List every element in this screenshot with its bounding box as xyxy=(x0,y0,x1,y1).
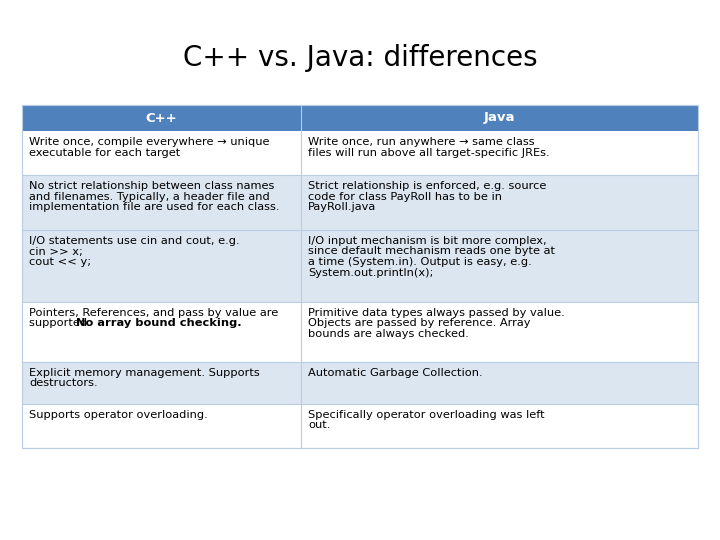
Text: bounds are always checked.: bounds are always checked. xyxy=(308,329,469,339)
Bar xyxy=(301,302,698,362)
Bar xyxy=(22,105,698,448)
Text: Objects are passed by reference. Array: Objects are passed by reference. Array xyxy=(308,319,531,328)
Bar xyxy=(22,302,301,362)
Text: Strict relationship is enforced, e.g. source: Strict relationship is enforced, e.g. so… xyxy=(308,181,546,191)
Text: Specifically operator overloading was left: Specifically operator overloading was le… xyxy=(308,410,545,420)
Bar xyxy=(22,175,301,230)
Text: a time (System.in). Output is easy, e.g.: a time (System.in). Output is easy, e.g. xyxy=(308,257,532,267)
Text: destructors.: destructors. xyxy=(29,379,98,388)
Text: C++ vs. Java: differences: C++ vs. Java: differences xyxy=(183,44,537,72)
Bar xyxy=(301,230,698,302)
Bar xyxy=(301,131,698,175)
Text: Explicit memory management. Supports: Explicit memory management. Supports xyxy=(29,368,260,378)
Bar xyxy=(22,131,301,175)
Text: implementation file are used for each class.: implementation file are used for each cl… xyxy=(29,202,279,212)
Text: Primitive data types always passed by value.: Primitive data types always passed by va… xyxy=(308,308,565,318)
Text: cin >> x;: cin >> x; xyxy=(29,246,83,256)
Text: files will run above all target-specific JREs.: files will run above all target-specific… xyxy=(308,147,550,158)
Text: Supports operator overloading.: Supports operator overloading. xyxy=(29,410,208,420)
Bar xyxy=(301,362,698,404)
Text: executable for each target: executable for each target xyxy=(29,147,180,158)
Text: I/O input mechanism is bit more complex,: I/O input mechanism is bit more complex, xyxy=(308,236,546,246)
Text: System.out.println(x);: System.out.println(x); xyxy=(308,267,433,278)
Bar xyxy=(22,105,301,131)
Text: Write once, compile everywhere → unique: Write once, compile everywhere → unique xyxy=(29,137,269,147)
Bar xyxy=(301,105,698,131)
Text: and filenames. Typically, a header file and: and filenames. Typically, a header file … xyxy=(29,192,270,201)
Text: PayRoll.java: PayRoll.java xyxy=(308,202,377,212)
Text: since default mechanism reads one byte at: since default mechanism reads one byte a… xyxy=(308,246,555,256)
Text: C++: C++ xyxy=(145,111,177,125)
Text: No strict relationship between class names: No strict relationship between class nam… xyxy=(29,181,274,191)
Text: Write once, run anywhere → same class: Write once, run anywhere → same class xyxy=(308,137,535,147)
Bar xyxy=(301,175,698,230)
Text: supported.: supported. xyxy=(29,319,94,328)
Text: out.: out. xyxy=(308,421,330,430)
Bar xyxy=(22,230,301,302)
Text: Pointers, References, and pass by value are: Pointers, References, and pass by value … xyxy=(29,308,278,318)
Text: No array bound checking.: No array bound checking. xyxy=(76,319,241,328)
Text: code for class PayRoll has to be in: code for class PayRoll has to be in xyxy=(308,192,502,201)
Text: Automatic Garbage Collection.: Automatic Garbage Collection. xyxy=(308,368,483,378)
Bar xyxy=(22,362,301,404)
Text: Java: Java xyxy=(484,111,516,125)
Text: cout << y;: cout << y; xyxy=(29,257,91,267)
Bar xyxy=(22,404,301,448)
Bar xyxy=(301,404,698,448)
Text: I/O statements use cin and cout, e.g.: I/O statements use cin and cout, e.g. xyxy=(29,236,240,246)
